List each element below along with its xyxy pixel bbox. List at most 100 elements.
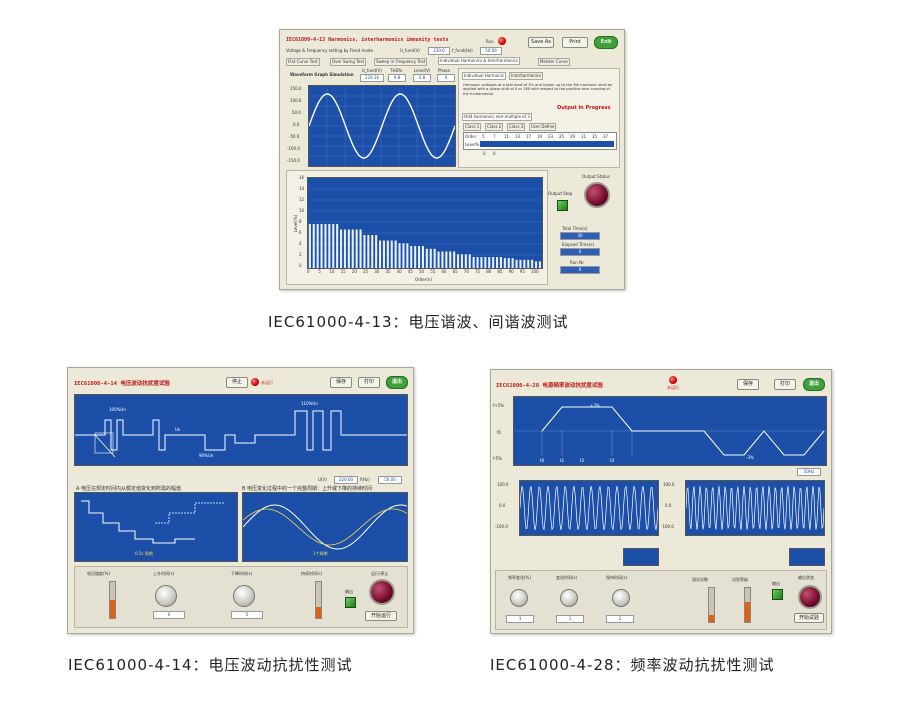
- save-button[interactable]: 保存: [330, 377, 352, 388]
- wave-label: Un: [175, 427, 181, 432]
- level-row: [480, 141, 614, 147]
- u-fund-input[interactable]: 230.0: [428, 47, 450, 55]
- output-stop-button[interactable]: [557, 200, 568, 211]
- test-count-thermometer[interactable]: [708, 587, 715, 623]
- low-ytick: 100.0: [663, 482, 675, 487]
- bar-ytick: 4: [299, 241, 302, 246]
- bar-ytick: 16: [299, 175, 305, 180]
- bar-xtick: 50: [419, 269, 425, 274]
- print-button[interactable]: 打印: [358, 377, 380, 388]
- fall-time-knob[interactable]: [233, 585, 255, 607]
- caption-iec-4-28: IEC61000-4-28：频率波动抗扰性测试: [490, 656, 775, 674]
- left-mini-plot: [623, 548, 659, 566]
- class-3-tab[interactable]: Class 3: [507, 123, 526, 131]
- class-1-tab[interactable]: Class 1: [463, 123, 482, 131]
- bar-xtick: 85: [497, 269, 503, 274]
- rise-time-knob[interactable]: [155, 585, 177, 607]
- bar-xtick: 70: [463, 269, 469, 274]
- caption-iec-4-14: IEC61000-4-14：电压波动抗扰性测试: [68, 656, 353, 674]
- exit-button[interactable]: 退出: [386, 376, 408, 389]
- save-as-button[interactable]: Save As: [528, 37, 554, 48]
- bar-xtick: 55: [430, 269, 436, 274]
- wave-label: 90%Un: [199, 453, 214, 458]
- mode-label: Voltage & Frequency setting by Fixed mod…: [286, 48, 373, 53]
- tab-meister-curve[interactable]: Meister Curve: [538, 58, 570, 66]
- spectrum-bar: [464, 254, 467, 269]
- spectrum-bar: [320, 224, 323, 268]
- class-2-tab[interactable]: Class 2: [485, 123, 504, 131]
- hold-time-knob[interactable]: [612, 589, 630, 607]
- amplitude-thermometer[interactable]: [109, 581, 116, 619]
- u-fund-label: U_fund(V): [400, 48, 420, 53]
- harmonic-select[interactable]: Odd harmonics non-multiple of 3: [462, 113, 532, 121]
- wave-label: 110%Un: [301, 401, 318, 406]
- change-time-value[interactable]: 1: [556, 615, 584, 623]
- spectrum-bar: [390, 240, 393, 268]
- spectrum-bar: [359, 229, 362, 268]
- freq-change-value[interactable]: 3: [506, 615, 534, 623]
- spectrum-bar: [332, 224, 335, 268]
- waveform-title: Waveform Graph Simulation: [290, 72, 354, 77]
- duration-thermometer[interactable]: [315, 581, 322, 619]
- spectrum-panel: Level(%) 16 14 12 10 8 6 4 2 0 0 5 10 15 20 25 30 35 40 4…: [286, 170, 548, 285]
- order-cell: 31: [581, 134, 587, 139]
- bar-xtick: 30: [374, 269, 380, 274]
- fall-time-value[interactable]: 5: [231, 611, 263, 619]
- wave-ytick: -100.0: [287, 146, 300, 151]
- stop-button[interactable]: 停止: [226, 377, 248, 388]
- panel-b-f-label: f(Hz): [360, 477, 370, 482]
- freq-change-knob[interactable]: [510, 589, 528, 607]
- panel-b-svg: [242, 504, 408, 550]
- wave-label: 100%Un: [109, 407, 126, 412]
- run-nr-label: Run Nr.: [570, 260, 585, 265]
- run-indicator: [369, 579, 395, 605]
- window-title: IEC61000-4-28 电源频率波动抗扰度试验: [496, 383, 603, 389]
- total-time-value: 30: [560, 232, 600, 240]
- exit-button[interactable]: Exit: [594, 36, 618, 49]
- spectrum-bar: [379, 240, 382, 268]
- tab-flat-curve[interactable]: Flat Curve Test: [286, 58, 320, 66]
- hold-time-value[interactable]: 2: [606, 615, 634, 623]
- spectrum-bar: [480, 257, 483, 268]
- rise-time-value[interactable]: 0: [153, 611, 185, 619]
- wave-ytick: 0.0: [293, 122, 300, 127]
- print-button[interactable]: Print: [562, 37, 588, 48]
- start-test-button[interactable]: 开始试验: [794, 613, 824, 623]
- print-button[interactable]: 打印: [774, 379, 796, 390]
- tab-over-swing[interactable]: Over Swing Test: [330, 58, 367, 66]
- right-sine-svg: [685, 485, 825, 531]
- stat-label: THD%: [390, 68, 403, 73]
- spectrum-bar: [414, 246, 417, 268]
- tab-individual-harmonic[interactable]: Individual Harmonic: [462, 72, 506, 80]
- output-button[interactable]: [772, 589, 783, 600]
- save-button[interactable]: 保存: [737, 379, 759, 390]
- spectrum-bar: [503, 258, 506, 268]
- bar-xtick: 75: [475, 269, 481, 274]
- order-cell: 5: [482, 134, 485, 139]
- spectrum-bar: [445, 251, 448, 268]
- panel-b-plot: 1个周期: [242, 492, 408, 562]
- user-define-tab[interactable]: User Define: [529, 123, 557, 131]
- test-level-thermometer[interactable]: [744, 587, 751, 623]
- caption-iec-4-13: IEC61000-4-13：电压谐波、间谐波测试: [268, 313, 569, 331]
- spectrum-bar: [367, 235, 370, 268]
- change-time-knob[interactable]: [560, 589, 578, 607]
- spectrum-bar: [488, 257, 491, 268]
- bar-xtick: 5: [318, 269, 321, 274]
- bar-ytick: 8: [299, 219, 302, 224]
- panel-b-u-value: 220.00: [334, 476, 358, 484]
- tab-interharmonics[interactable]: Interharmonics: [509, 72, 544, 80]
- spectrum-plot: [307, 177, 543, 269]
- bar-ytick: 14: [299, 186, 305, 191]
- spectrum-bar: [316, 224, 319, 268]
- left-sine-svg: [519, 485, 659, 531]
- output-button[interactable]: [345, 597, 356, 608]
- start-run-button[interactable]: 开始运行: [365, 611, 397, 621]
- output-stop-label: Output Stop: [548, 191, 573, 196]
- control-label: 试验等级: [732, 577, 748, 582]
- f-fund-input[interactable]: 50.00: [480, 47, 502, 55]
- exit-button[interactable]: 退出: [803, 378, 825, 391]
- tab-sweep[interactable]: Sweep in Frequency Test: [374, 58, 428, 66]
- spectrum-bar: [340, 229, 343, 268]
- tab-individual-harmonics[interactable]: Individual Harmonics & Interharmonics: [438, 57, 520, 65]
